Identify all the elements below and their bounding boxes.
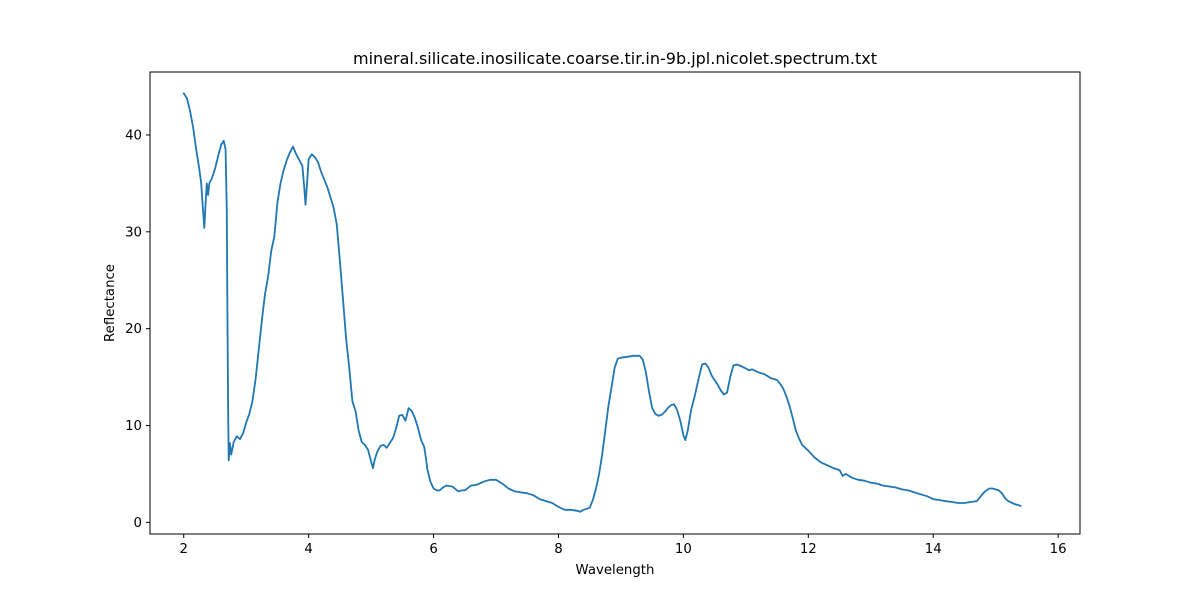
y-tick-label: 40 (125, 128, 142, 143)
chart-title: mineral.silicate.inosilicate.coarse.tir.… (353, 49, 877, 68)
plot-area (150, 72, 1080, 534)
x-axis-label: Wavelength (576, 563, 655, 578)
x-tick-label: 4 (304, 542, 312, 557)
y-tick-label: 30 (125, 225, 142, 240)
y-tick-label: 0 (134, 516, 142, 531)
x-axis: 2 4 6 8 10 12 14 16 (179, 534, 1067, 557)
series-layer (182, 92, 1022, 513)
y-tick-label: 20 (125, 322, 142, 337)
y-tick-label: 10 (125, 419, 142, 434)
x-tick-label: 16 (1050, 542, 1067, 557)
y-axis-label: Reflectance (103, 264, 118, 342)
x-tick-label: 2 (179, 542, 187, 557)
plot-frame (149, 71, 1081, 535)
x-tick-label: 10 (675, 542, 692, 557)
x-tick-label: 6 (429, 542, 437, 557)
y-axis: 0 10 20 30 40 (125, 128, 150, 531)
x-tick-label: 12 (800, 542, 817, 557)
x-tick-label: 14 (925, 542, 942, 557)
series-line (182, 92, 1022, 513)
x-tick-label: 8 (554, 542, 562, 557)
